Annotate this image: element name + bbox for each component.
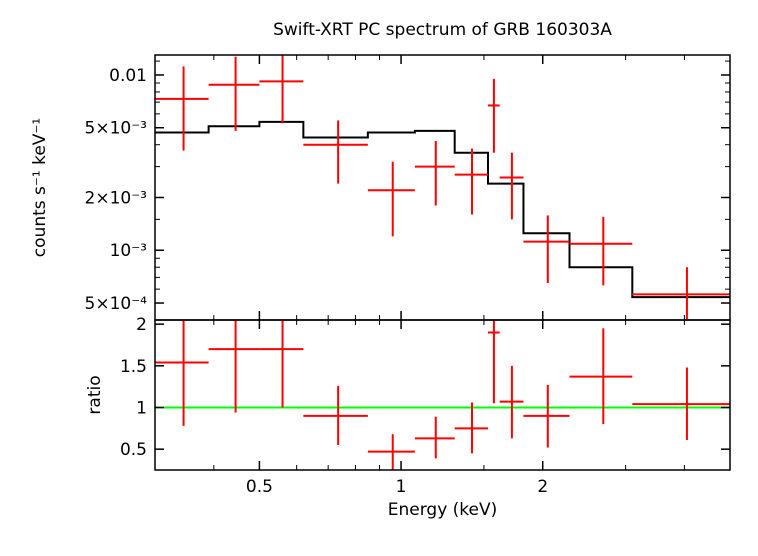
x-tick-label: 1	[396, 477, 407, 497]
y-tick-label: 10⁻³	[110, 241, 147, 261]
y-tick-label: 1	[136, 399, 147, 419]
bottom-data-group	[155, 258, 730, 471]
top-panel-frame	[155, 55, 730, 320]
y-tick-label: 0.5	[120, 440, 147, 460]
x-tick-label: 0.5	[246, 477, 273, 497]
model-step-line	[155, 122, 730, 297]
chart-container: 0.5125×10⁻⁴10⁻³2×10⁻³5×10⁻³0.010.511.52E…	[0, 0, 758, 556]
y-tick-label: 5×10⁻⁴	[85, 294, 148, 314]
top-data-group	[155, 54, 730, 334]
plot-svg: 0.5125×10⁻⁴10⁻³2×10⁻³5×10⁻³0.010.511.52E…	[0, 0, 758, 556]
y-tick-label: 2×10⁻³	[85, 188, 147, 208]
chart-title: Swift-XRT PC spectrum of GRB 160303A	[273, 20, 612, 40]
x-tick-label: 2	[537, 477, 548, 497]
y-axis-label-top: counts s⁻¹ keV⁻¹	[30, 118, 50, 257]
bottom-panel-frame	[155, 320, 730, 470]
x-axis-label: Energy (keV)	[388, 500, 498, 520]
y-tick-label: 0.01	[109, 66, 147, 86]
y-tick-label: 5×10⁻³	[85, 119, 147, 139]
y-tick-label: 1.5	[120, 357, 147, 377]
y-axis-label-bottom: ratio	[85, 375, 105, 414]
y-tick-label: 2	[136, 315, 147, 335]
